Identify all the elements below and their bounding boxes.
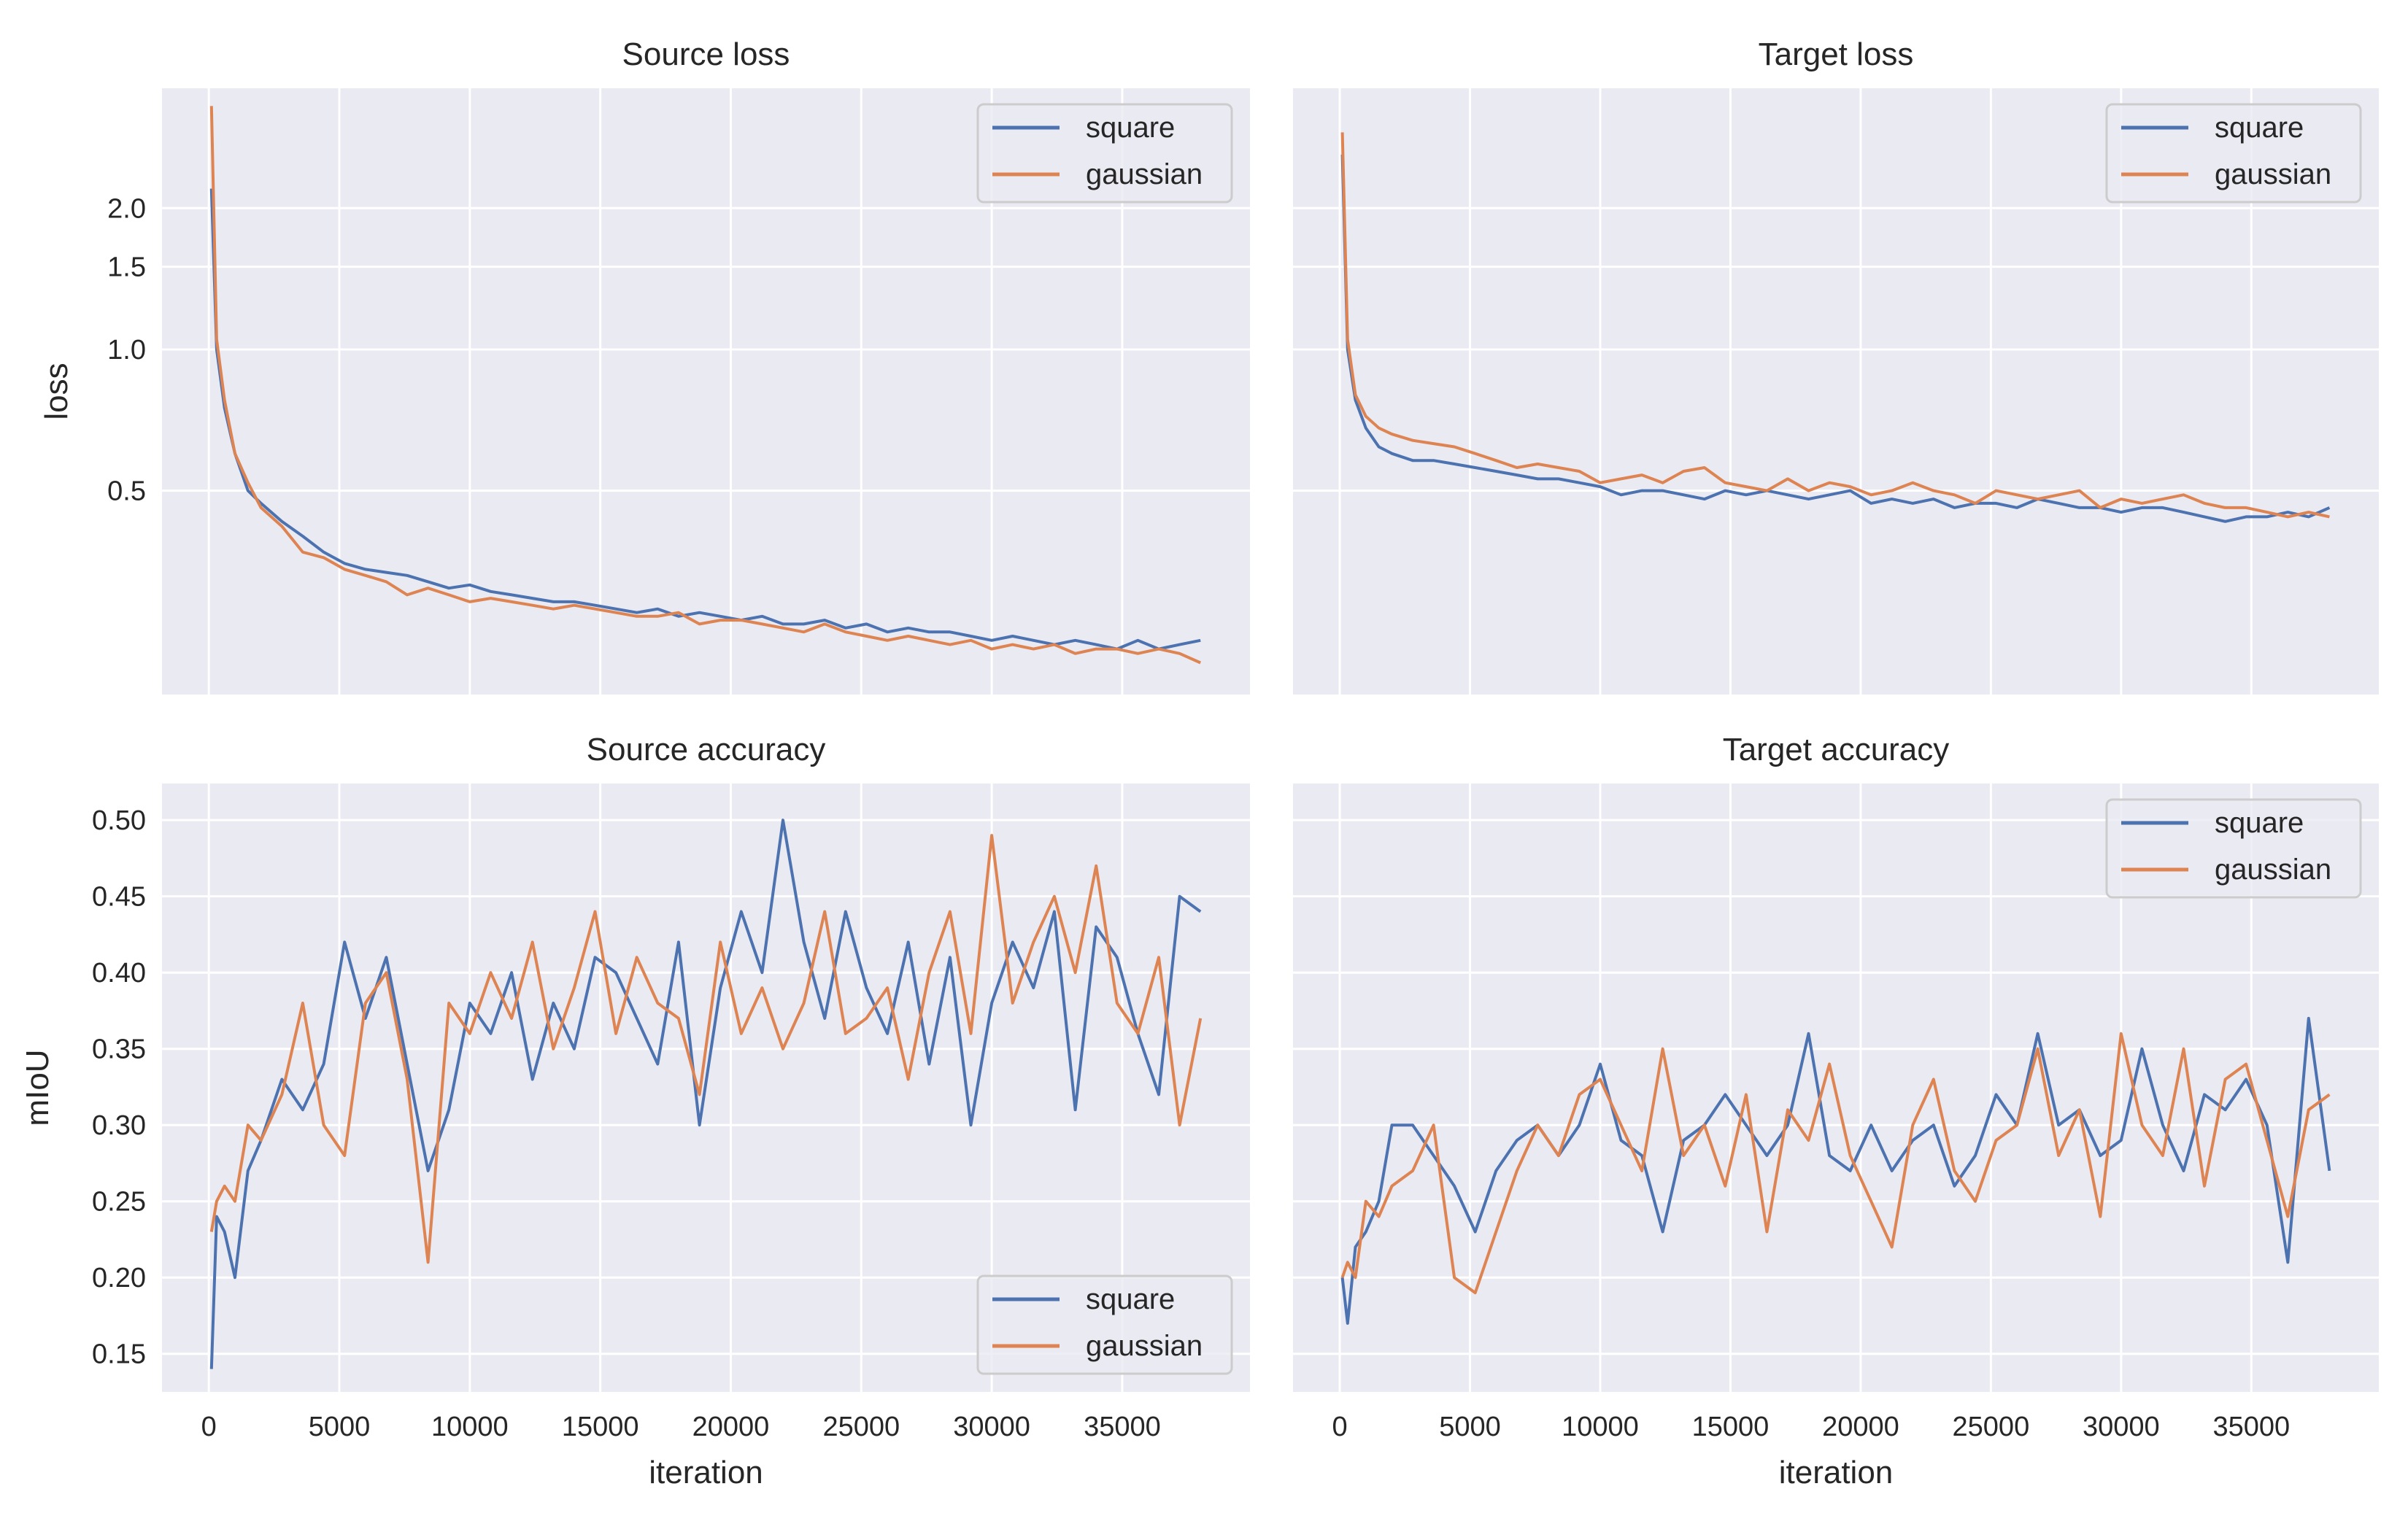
x-axis-label: iteration xyxy=(649,1455,763,1490)
x-tick-label: 0 xyxy=(1332,1412,1347,1442)
panel-title: Target accuracy xyxy=(1723,732,1950,767)
y-tick-label: 0.25 xyxy=(92,1187,146,1218)
y-axis-label: loss xyxy=(39,363,74,419)
panel-title: Source accuracy xyxy=(587,732,826,767)
series-line-gaussian xyxy=(209,106,1202,665)
y-tick-label: 1.0 xyxy=(107,335,146,365)
series-line-square xyxy=(209,188,1201,651)
series-line-square xyxy=(1340,1016,2331,1325)
panel-title: Target loss xyxy=(1759,36,1914,72)
y-tick-label: 0.45 xyxy=(92,882,146,913)
legend: square gaussian xyxy=(976,1274,1233,1375)
y-tick-label: 1.5 xyxy=(107,252,146,283)
panel-target-loss: Target loss square gaussian xyxy=(1293,36,2379,695)
x-tick-label: 35000 xyxy=(1084,1412,1161,1442)
series-line-square xyxy=(1340,154,2331,523)
panel-source-accuracy: 0 5000 10000 15000 20000 25000 30000 35000 0.15 0… xyxy=(20,732,1250,1490)
y-tick-label: 0.5 xyxy=(107,476,146,507)
series-line-square xyxy=(209,819,1202,1369)
legend: square gaussian xyxy=(2105,798,2362,899)
y-tick-label: 2.0 xyxy=(107,193,146,224)
y-tick-label: 0.40 xyxy=(92,958,146,989)
series-line-gaussian xyxy=(1340,1032,2331,1295)
y-tick-label: 0.30 xyxy=(92,1110,146,1141)
x-tick-label: 25000 xyxy=(1953,1412,2030,1442)
x-tick-label: 5000 xyxy=(309,1412,371,1442)
x-tick-label: 35000 xyxy=(2212,1412,2290,1442)
y-tick-label: 0.20 xyxy=(92,1263,146,1293)
x-tick-label: 10000 xyxy=(431,1412,509,1442)
x-tick-label: 0 xyxy=(201,1412,217,1442)
legend-label-square: square xyxy=(2215,807,2304,839)
x-tick-label: 5000 xyxy=(1439,1412,1501,1442)
series-line-gaussian xyxy=(209,834,1203,1264)
y-tick-label: 0.35 xyxy=(92,1034,146,1065)
legend-label-gaussian: gaussian xyxy=(1086,1330,1203,1362)
panel-source-loss: 0.5 1.0 1.5 2.0 Source loss loss square gaussia… xyxy=(39,36,1250,695)
x-tick-label: 10000 xyxy=(1562,1412,1639,1442)
panel-target-accuracy: 0 5000 10000 15000 20000 25000 30000 35000 Targe… xyxy=(1293,732,2379,1490)
legend-label-square: square xyxy=(1086,1283,1175,1315)
x-axis-label: iteration xyxy=(1779,1455,1894,1490)
legend-label-gaussian: gaussian xyxy=(2215,158,2331,190)
legend-label-square: square xyxy=(1086,112,1175,144)
legend-label-gaussian: gaussian xyxy=(2215,854,2331,886)
legend-label-square: square xyxy=(2215,112,2304,144)
x-tick-label: 20000 xyxy=(1822,1412,1899,1442)
x-tick-label: 30000 xyxy=(2083,1412,2160,1442)
panel-title: Source loss xyxy=(622,36,790,72)
y-axis-label: mIoU xyxy=(20,1049,55,1126)
x-tick-label: 20000 xyxy=(692,1412,770,1442)
x-tick-label: 15000 xyxy=(562,1412,639,1442)
y-tick-label: 0.50 xyxy=(92,805,146,836)
x-tick-label: 25000 xyxy=(822,1412,900,1442)
series-line-gaussian xyxy=(1340,132,2330,519)
legend-label-gaussian: gaussian xyxy=(1086,158,1203,190)
legend: square gaussian xyxy=(976,103,1233,204)
x-tick-label: 15000 xyxy=(1692,1412,1770,1442)
y-tick-label: 0.15 xyxy=(92,1339,146,1370)
x-tick-label: 30000 xyxy=(953,1412,1030,1442)
legend: square gaussian xyxy=(2105,103,2362,204)
